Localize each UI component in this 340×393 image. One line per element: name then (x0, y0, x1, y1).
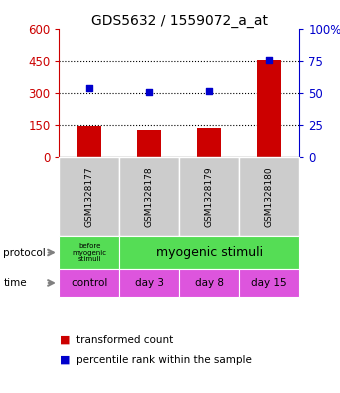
Text: ■: ■ (59, 354, 70, 365)
Text: GSM1328180: GSM1328180 (265, 166, 274, 227)
Text: day 15: day 15 (251, 278, 287, 288)
Bar (257, 61, 281, 157)
Text: time: time (3, 278, 27, 288)
Point (147, 89, 152, 95)
Text: myogenic stimuli: myogenic stimuli (156, 246, 263, 259)
Bar (239, 157, 299, 236)
Text: GSM1328177: GSM1328177 (85, 166, 94, 227)
Bar (119, 236, 299, 269)
Text: ■: ■ (59, 335, 70, 345)
Point (267, 57, 272, 63)
Title: GDS5632 / 1559072_a_at: GDS5632 / 1559072_a_at (91, 15, 268, 28)
Bar (78, 126, 101, 157)
Bar (119, 157, 180, 236)
Point (207, 88, 212, 94)
Text: day 3: day 3 (135, 278, 164, 288)
Text: control: control (71, 278, 108, 288)
Text: transformed count: transformed count (76, 335, 174, 345)
Point (87, 85, 92, 91)
Bar (59, 236, 119, 269)
Bar (59, 157, 119, 236)
Bar (180, 269, 239, 297)
Bar (239, 269, 299, 297)
Text: GSM1328179: GSM1328179 (205, 166, 214, 227)
Text: before
myogenic
stimuli: before myogenic stimuli (72, 243, 106, 262)
Bar (59, 269, 119, 297)
Text: percentile rank within the sample: percentile rank within the sample (76, 354, 252, 365)
Bar (180, 157, 239, 236)
Bar (137, 130, 162, 157)
Text: protocol: protocol (3, 248, 46, 257)
Text: day 8: day 8 (195, 278, 224, 288)
Bar (119, 269, 180, 297)
Bar (197, 129, 221, 157)
Text: GSM1328178: GSM1328178 (145, 166, 154, 227)
